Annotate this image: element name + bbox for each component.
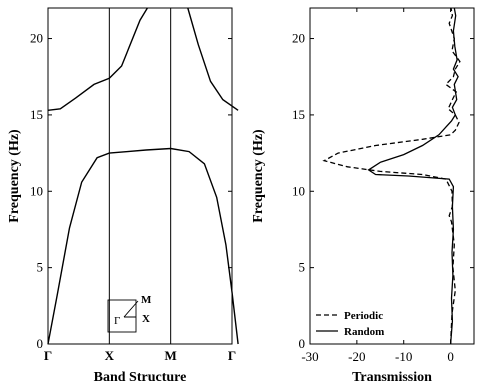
inset-m-label: M <box>141 294 152 306</box>
right-x-ticks: -30 -20 -10 0 <box>301 8 454 364</box>
left-ytick-label: 15 <box>30 107 43 122</box>
right-curves <box>322 7 461 345</box>
right-ytick-label: 15 <box>292 107 305 122</box>
right-x-axis-label: Transmission <box>352 370 432 383</box>
left-xtick-label: Γ <box>44 348 52 363</box>
left-ytick-label: 5 <box>37 260 44 275</box>
right-axes-frame <box>309 7 475 345</box>
series-random <box>367 7 459 345</box>
legend-random-label: Random <box>344 326 384 338</box>
left-y-ticks: 0 5 10 15 20 <box>30 31 232 351</box>
left-ytick-label: 20 <box>30 31 43 46</box>
right-ytick-label: 10 <box>292 183 305 198</box>
right-xtick-label: -20 <box>348 349 365 364</box>
left-vertical-lines <box>108 8 172 344</box>
right-y-ticks: 0 5 10 15 20 <box>292 31 474 351</box>
legend-periodic-label: Periodic <box>344 310 383 322</box>
left-y-axis-label: Frequency (Hz) <box>7 129 22 223</box>
band-3 <box>187 7 239 111</box>
right-xtick-label: -10 <box>395 349 412 364</box>
brillouin-zone-inset: Γ M X <box>107 294 152 333</box>
left-xtick-label: X <box>105 348 115 363</box>
left-axes-frame <box>47 7 233 345</box>
right-y-axis-label: Frequency (Hz) <box>251 129 266 223</box>
right-ytick-label: 20 <box>292 31 305 46</box>
right-xtick-label: -30 <box>301 349 318 364</box>
left-xtick-label: M <box>165 348 177 363</box>
right-ytick-label: 0 <box>299 336 306 351</box>
band-1 <box>47 147 239 345</box>
band-2 <box>47 7 148 111</box>
inset-gamma-label: Γ <box>114 315 120 327</box>
inset-x-label: X <box>142 313 150 325</box>
inset-path <box>123 300 139 318</box>
left-x-axis-label: Band Structure <box>94 370 187 383</box>
right-ytick-label: 5 <box>299 260 306 275</box>
left-ytick-label: 10 <box>30 183 43 198</box>
left-xtick-label: Γ <box>228 348 236 363</box>
left-ytick-label: 0 <box>37 336 44 351</box>
left-curves <box>47 7 239 345</box>
legend: Periodic Random <box>316 310 384 338</box>
series-periodic <box>322 7 461 345</box>
transmission-panel: 0 5 10 15 20 -30 -20 -10 0 Periodic Random Tran… <box>251 7 475 383</box>
right-xtick-label: 0 <box>447 349 454 364</box>
inset-box <box>107 299 137 333</box>
